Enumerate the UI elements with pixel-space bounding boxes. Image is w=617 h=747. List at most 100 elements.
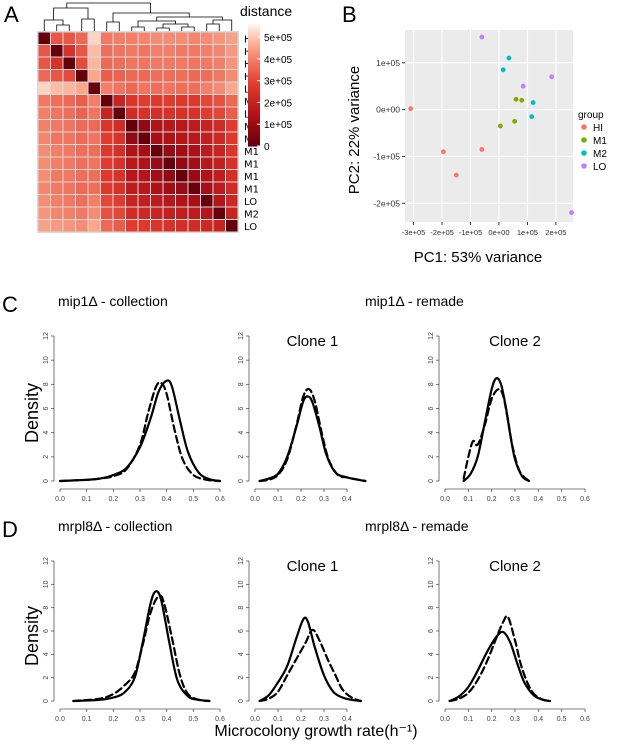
heatmap-row-label: M2	[244, 210, 259, 221]
heatmap-cell	[151, 120, 163, 132]
pca-x-tick-label: 0e+00	[488, 228, 509, 237]
heatmap-cell	[201, 70, 213, 82]
legend-tick-label: 4e+05	[264, 55, 293, 66]
density-y-tick-label: 12	[43, 332, 50, 340]
legend-gradient-step	[248, 26, 260, 29]
heatmap-cell	[76, 107, 88, 119]
heatmap-cell	[138, 82, 150, 94]
heatmap-cell	[63, 107, 75, 119]
heatmap-cell	[101, 82, 113, 94]
density-x-tick-label: 0.0	[440, 716, 450, 723]
density-y-tick-label: 8	[238, 606, 245, 610]
heatmap-cells	[37, 31, 239, 233]
dendrogram-link	[66, 2, 151, 13]
legend-gradient-step	[248, 68, 260, 72]
density-y-tick-label: 12	[238, 557, 245, 565]
legend-gradient-step	[248, 52, 260, 56]
heatmap-cell	[226, 107, 238, 119]
heatmap-cell	[126, 32, 138, 44]
pca-legend-key-lo	[581, 163, 587, 169]
heatmap-cell	[101, 132, 113, 144]
heatmap-cell	[101, 32, 113, 44]
heatmap-cell	[226, 82, 238, 94]
density-x-tick-label: 0.2	[296, 716, 306, 723]
heatmap-cell	[101, 182, 113, 194]
heatmap-cell	[176, 182, 188, 194]
heatmap-cell	[38, 82, 50, 94]
heatmap-cell	[226, 45, 238, 57]
panel-letter-c: C	[2, 292, 18, 317]
heatmap-cell	[113, 95, 125, 107]
density-x-tick-label: 0.0	[250, 496, 260, 503]
heatmap-cell	[151, 132, 163, 144]
heatmap-cell	[163, 70, 175, 82]
heatmap-cell	[88, 107, 100, 119]
density-subplot-d-2: 0 2 4 6 8 10 12 0.0 0.1 0.2 0.3 0.4 0.5 0.6 Clone 2	[428, 557, 590, 723]
dendrogram-link	[156, 27, 170, 31]
density-x-tick-label: 0.4	[342, 496, 352, 503]
heatmap-cell	[126, 82, 138, 94]
heatmap-cell	[188, 95, 200, 107]
legend-gradient-step	[248, 99, 260, 102]
heatmap-cell	[51, 132, 63, 144]
heatmap-cell	[151, 107, 163, 119]
pca-point-lo	[569, 210, 574, 216]
heatmap-cell	[163, 57, 175, 69]
heatmap-cell	[51, 182, 63, 194]
heatmap-cell	[176, 45, 188, 57]
heatmap-cell	[213, 95, 225, 107]
heatmap-dendrogram	[43, 2, 233, 31]
density-y-tick-label: 0	[43, 699, 50, 703]
density-y-tick-label: 6	[428, 629, 435, 633]
density-x-tick-label: 0.1	[273, 716, 283, 723]
heatmap-cell	[51, 120, 63, 132]
heatmap-cell	[138, 57, 150, 69]
dendrogram-link	[53, 7, 89, 20]
row-d-collection-title: mrpl8Δ - collection	[58, 518, 172, 534]
density-y-tick-label: 8	[43, 382, 50, 386]
heatmap-cell	[38, 145, 50, 157]
density-y-tick-label: 6	[43, 629, 50, 633]
heatmap-cell	[63, 145, 75, 157]
heatmap-cell	[213, 120, 225, 132]
legend-gradient-step	[248, 93, 260, 96]
density-y-tick-label: 10	[428, 580, 435, 588]
heatmap-row-label: LO	[244, 222, 257, 233]
heatmap-cell	[126, 195, 138, 207]
heatmap-cell	[163, 95, 175, 107]
heatmap-cell	[163, 182, 175, 194]
heatmap-cell	[63, 157, 75, 169]
density-subplot-title: Clone 1	[287, 333, 339, 350]
heatmap-cell	[51, 95, 63, 107]
density-curve-dashed	[258, 628, 362, 703]
density-y-tick-label: 4	[43, 431, 50, 435]
heatmap-cell	[88, 95, 100, 107]
heatmap-cell	[113, 182, 125, 194]
heatmap-cell	[76, 95, 88, 107]
pca-x-tick-label: -2e+05	[430, 228, 454, 237]
density-subplot-title: Clone 2	[489, 558, 541, 575]
density-curve-dashed	[58, 381, 222, 483]
heatmap-cell	[101, 170, 113, 182]
heatmap-cell	[188, 195, 200, 207]
density-y-tick-label: 2	[238, 676, 245, 680]
density-x-tick-label: 0.4	[162, 496, 172, 503]
heatmap-cell	[88, 220, 100, 232]
heatmap-cell	[101, 120, 113, 132]
heatmap-cell	[113, 57, 125, 69]
legend-gradient-step	[248, 111, 260, 115]
legend-gradient-step	[248, 56, 260, 60]
pca-gridlines	[405, 30, 573, 222]
heatmap-cell	[113, 107, 125, 119]
pca-panel: -3e+05 -2e+05 -1e+05 0e+00 1e+05 2e+05 1e+05 0…	[346, 30, 607, 266]
heatmap-cell	[176, 95, 188, 107]
density-x-tick-label: 0.1	[463, 496, 473, 503]
heatmap-cell	[151, 70, 163, 82]
heatmap-cell	[176, 57, 188, 69]
heatmap-cell	[176, 195, 188, 207]
heatmap-cell	[113, 82, 125, 94]
row-c-density-label: Density	[22, 383, 42, 443]
heatmap-cell	[163, 82, 175, 94]
density-x-tick-label: 0.3	[135, 496, 145, 503]
dendrogram-link	[112, 12, 190, 22]
